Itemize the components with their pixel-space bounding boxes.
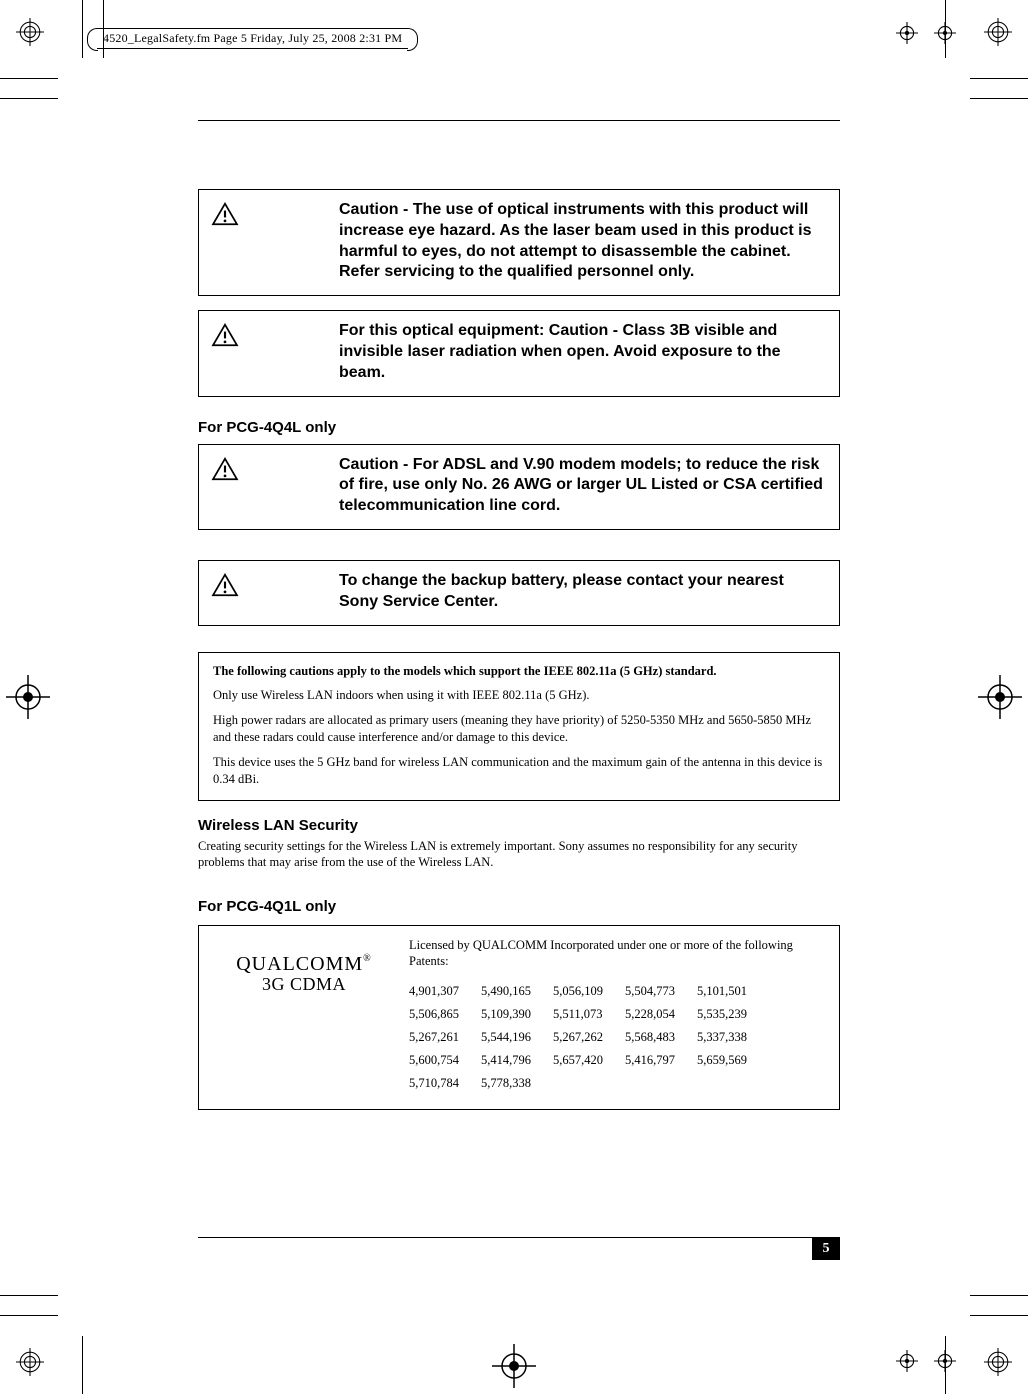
- registration-mark-icon: [16, 1348, 44, 1376]
- registration-mark-icon: [978, 675, 1022, 719]
- wlan-box-p1: Only use Wireless LAN indoors when using…: [213, 687, 825, 704]
- patent-cell: 5,228,054: [625, 1003, 697, 1026]
- table-row: 5,267,261 5,544,196 5,267,262 5,568,483 …: [409, 1026, 769, 1049]
- registration-mark-icon: [492, 1344, 536, 1388]
- crop-mark: [945, 1336, 946, 1394]
- running-head: 4520_LegalSafety.fm Page 5 Friday, July …: [97, 28, 408, 49]
- patent-cell: 4,901,307: [409, 980, 481, 1003]
- patents-lead: Licensed by QUALCOMM Incorporated under …: [409, 938, 825, 969]
- crop-mark: [945, 0, 946, 58]
- patent-cell: 5,600,754: [409, 1049, 481, 1072]
- crop-mark: [0, 98, 58, 99]
- patent-cell: [697, 1072, 769, 1095]
- registration-mark-icon: [984, 18, 1012, 46]
- patent-cell: 5,511,073: [553, 1003, 625, 1026]
- patent-cell: [625, 1072, 697, 1095]
- patent-cell: 5,056,109: [553, 980, 625, 1003]
- patent-cell: 5,109,390: [481, 1003, 553, 1026]
- warning-icon: [211, 571, 321, 613]
- patent-cell: 5,778,338: [481, 1072, 553, 1095]
- top-rule: [198, 120, 840, 121]
- crop-mark: [970, 1295, 1028, 1296]
- patent-cell: 5,337,338: [697, 1026, 769, 1049]
- wlan-box-p2: High power radars are allocated as prima…: [213, 712, 825, 746]
- wlan-box-lead: The following cautions apply to the mode…: [213, 663, 825, 680]
- caution-box-optical-instruments: Caution - The use of optical instruments…: [198, 189, 840, 296]
- table-row: 4,901,307 5,490,165 5,056,109 5,504,773 …: [409, 980, 769, 1003]
- footer-rule: [198, 1237, 840, 1238]
- caution-box-adsl: Caution - For ADSL and V.90 modem models…: [198, 444, 840, 530]
- patent-cell: 5,657,420: [553, 1049, 625, 1072]
- warning-icon: [211, 321, 321, 383]
- registration-mark-icon: [16, 18, 44, 46]
- patents-list: Licensed by QUALCOMM Incorporated under …: [409, 938, 825, 1094]
- table-row: 5,506,865 5,109,390 5,511,073 5,228,054 …: [409, 1003, 769, 1026]
- caution-box-battery: To change the backup battery, please con…: [198, 560, 840, 626]
- patent-cell: 5,504,773: [625, 980, 697, 1003]
- qualcomm-registered-mark: ®: [363, 953, 372, 964]
- wlan-security-body: Creating security settings for the Wirel…: [198, 838, 840, 871]
- patent-cell: 5,506,865: [409, 1003, 481, 1026]
- page-number: 5: [812, 1238, 840, 1260]
- patent-cell: 5,490,165: [481, 980, 553, 1003]
- registration-mark-icon: [984, 1348, 1012, 1376]
- caution-text: For this optical equipment: Caution - Cl…: [339, 321, 827, 383]
- caution-text: To change the backup battery, please con…: [339, 571, 827, 613]
- crop-mark: [970, 98, 1028, 99]
- table-row: 5,600,754 5,414,796 5,657,420 5,416,797 …: [409, 1049, 769, 1072]
- qualcomm-patents-box: QUALCOMM® 3G CDMA Licensed by QUALCOMM I…: [198, 925, 840, 1109]
- patent-cell: 5,267,262: [553, 1026, 625, 1049]
- caution-text: Caution - The use of optical instruments…: [339, 200, 827, 283]
- qualcomm-logo: QUALCOMM® 3G CDMA: [213, 938, 395, 1094]
- patent-cell: 5,535,239: [697, 1003, 769, 1026]
- patent-cell: 5,710,784: [409, 1072, 481, 1095]
- crop-mark: [0, 1295, 58, 1296]
- heading-4q1l: For PCG-4Q1L only: [198, 898, 840, 915]
- caution-text: Caution - For ADSL and V.90 modem models…: [339, 455, 827, 517]
- patent-cell: 5,544,196: [481, 1026, 553, 1049]
- patent-cell: 5,416,797: [625, 1049, 697, 1072]
- wlan-box-p3: This device uses the 5 GHz band for wire…: [213, 754, 825, 788]
- registration-mark-icon: [896, 22, 918, 44]
- patent-cell: [553, 1072, 625, 1095]
- patents-table: 4,901,307 5,490,165 5,056,109 5,504,773 …: [409, 980, 769, 1095]
- wlan-5ghz-box: The following cautions apply to the mode…: [198, 652, 840, 801]
- patent-cell: 5,267,261: [409, 1026, 481, 1049]
- caution-box-class3b: For this optical equipment: Caution - Cl…: [198, 310, 840, 396]
- qualcomm-logo-line2: 3G CDMA: [262, 974, 346, 995]
- warning-icon: [211, 200, 321, 283]
- crop-mark: [970, 78, 1028, 79]
- heading-wlan-security: Wireless LAN Security: [198, 817, 840, 834]
- registration-mark-icon: [896, 1350, 918, 1372]
- warning-icon: [211, 455, 321, 517]
- crop-mark: [0, 1315, 58, 1316]
- crop-mark: [0, 78, 58, 79]
- registration-mark-icon: [6, 675, 50, 719]
- patent-cell: 5,659,569: [697, 1049, 769, 1072]
- crop-mark: [970, 1315, 1028, 1316]
- qualcomm-logo-line1: QUALCOMM: [236, 953, 363, 975]
- table-row: 5,710,784 5,778,338: [409, 1072, 769, 1095]
- patent-cell: 5,568,483: [625, 1026, 697, 1049]
- page-content: Caution - The use of optical instruments…: [198, 120, 840, 1110]
- crop-mark: [82, 0, 83, 58]
- heading-4q4l: For PCG-4Q4L only: [198, 419, 840, 436]
- patent-cell: 5,414,796: [481, 1049, 553, 1072]
- patent-cell: 5,101,501: [697, 980, 769, 1003]
- crop-mark: [82, 1336, 83, 1394]
